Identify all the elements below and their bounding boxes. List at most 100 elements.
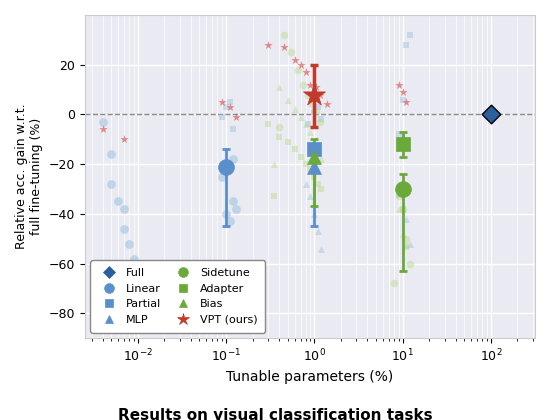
Point [229, 156, 238, 163]
Point [317, 245, 326, 252]
Point [107, 151, 116, 158]
Point [317, 186, 326, 192]
Point [296, 61, 305, 68]
Point [315, 91, 324, 98]
Point [394, 191, 403, 197]
Point [312, 109, 321, 116]
Point [293, 66, 302, 73]
Point [279, 44, 288, 51]
Point [299, 81, 307, 88]
Point [315, 118, 324, 125]
Legend: Full, Linear, Partial, MLP, Sidetune, Adapter, Bias, VPT (ours): Full, Linear, Partial, MLP, Sidetune, Ad… [90, 260, 266, 333]
Point [98, 126, 107, 133]
Point [306, 166, 315, 173]
Point [394, 191, 403, 197]
Point [306, 81, 315, 88]
Point [486, 111, 495, 118]
Point [405, 260, 414, 267]
Point [290, 146, 299, 152]
Point [275, 123, 284, 130]
Point [226, 218, 234, 225]
Point [301, 69, 310, 76]
Point [310, 173, 318, 180]
Point [314, 146, 322, 152]
Point [283, 96, 292, 103]
Point [226, 99, 234, 105]
Point [312, 84, 321, 90]
Point [275, 84, 284, 90]
Point [310, 109, 318, 116]
Point [398, 186, 407, 192]
Point [398, 205, 407, 212]
Point [389, 280, 398, 287]
Point [402, 243, 411, 249]
Point [270, 161, 278, 168]
Point [120, 205, 129, 212]
Point [398, 141, 407, 147]
Point [394, 131, 403, 138]
Point [264, 42, 273, 48]
Point [229, 126, 238, 133]
Point [310, 210, 318, 217]
Point [398, 205, 407, 212]
Point [402, 235, 411, 242]
Point [114, 198, 123, 205]
Point [317, 156, 326, 163]
Point [283, 139, 292, 145]
Point [279, 32, 288, 38]
Point [394, 81, 403, 88]
Point [290, 106, 299, 113]
Point [98, 118, 107, 125]
Point [120, 226, 129, 232]
Point [402, 215, 411, 222]
Point [264, 121, 273, 128]
Point [398, 230, 407, 237]
Point [222, 210, 230, 217]
Text: Results on visual classification tasks: Results on visual classification tasks [118, 408, 432, 420]
X-axis label: Tunable parameters (%): Tunable parameters (%) [226, 370, 393, 384]
Point [310, 153, 318, 160]
Point [402, 243, 411, 249]
Point [394, 193, 403, 200]
Point [310, 163, 318, 170]
Point [226, 104, 234, 110]
Point [222, 104, 230, 110]
Point [222, 163, 230, 170]
Point [304, 121, 312, 128]
Point [314, 181, 322, 187]
Point [310, 139, 318, 145]
Point [398, 96, 407, 103]
Point [323, 101, 332, 108]
Point [218, 113, 227, 120]
Point [232, 113, 240, 120]
Point [301, 181, 310, 187]
Point [405, 240, 414, 247]
Point [129, 255, 138, 262]
Point [402, 99, 411, 105]
Point [120, 136, 129, 143]
Point [398, 89, 407, 95]
Point [310, 146, 318, 152]
Point [405, 32, 414, 38]
Point [125, 240, 134, 247]
Point [229, 198, 238, 205]
Point [398, 205, 407, 212]
Point [232, 205, 240, 212]
Point [218, 173, 227, 180]
Point [296, 113, 305, 120]
Point [314, 228, 322, 235]
Y-axis label: Relative acc. gain w.r.t.
full fine-tuning (%): Relative acc. gain w.r.t. full fine-tuni… [15, 104, 43, 249]
Point [290, 56, 299, 63]
Point [310, 91, 318, 98]
Point [275, 134, 284, 140]
Point [314, 104, 322, 110]
Point [306, 193, 315, 200]
Point [402, 42, 411, 48]
Point [287, 49, 296, 55]
Point [301, 161, 310, 168]
Point [394, 205, 403, 212]
Point [306, 129, 315, 135]
Point [218, 99, 227, 105]
Point [270, 193, 278, 200]
Point [308, 101, 317, 108]
